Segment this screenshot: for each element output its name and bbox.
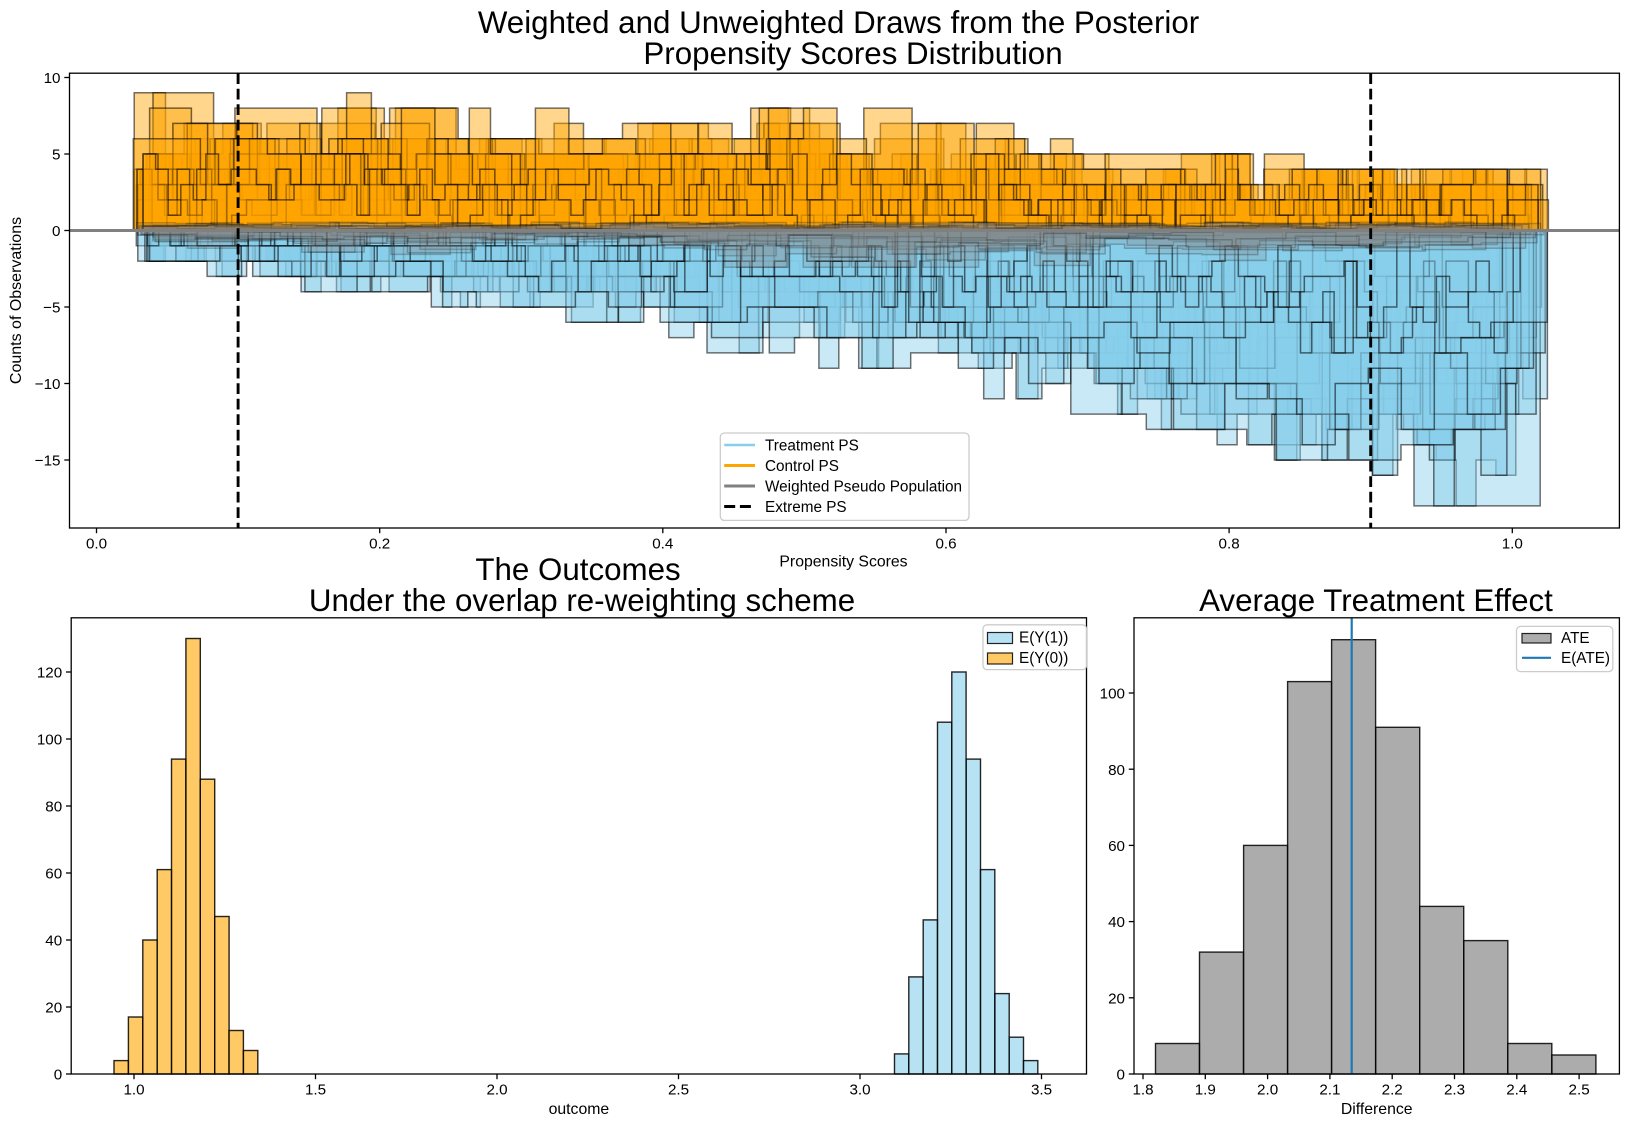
- svg-text:Control PS: Control PS: [765, 458, 839, 475]
- svg-text:Weighted and Unweighted Draws: Weighted and Unweighted Draws from the P…: [478, 5, 1199, 40]
- svg-text:100: 100: [1100, 686, 1125, 703]
- svg-text:E(Y(1)): E(Y(1)): [1019, 630, 1068, 647]
- svg-text:Propensity Scores Distribution: Propensity Scores Distribution: [643, 36, 1062, 71]
- svg-text:2.0: 2.0: [486, 1082, 507, 1099]
- svg-text:3.0: 3.0: [849, 1082, 870, 1099]
- svg-text:2.0: 2.0: [1257, 1082, 1278, 1099]
- svg-text:2.4: 2.4: [1506, 1082, 1527, 1099]
- svg-text:The Outcomes: The Outcomes: [475, 552, 680, 587]
- svg-text:20: 20: [45, 1000, 62, 1017]
- svg-text:Difference: Difference: [1341, 1101, 1413, 1118]
- svg-text:2.3: 2.3: [1444, 1082, 1465, 1099]
- svg-text:0.8: 0.8: [1219, 536, 1240, 553]
- svg-text:100: 100: [37, 732, 62, 749]
- svg-text:−5: −5: [43, 300, 60, 317]
- svg-text:0.2: 0.2: [369, 536, 390, 553]
- svg-text:0.0: 0.0: [86, 536, 107, 553]
- svg-text:0.6: 0.6: [935, 536, 956, 553]
- svg-text:10: 10: [44, 70, 61, 87]
- svg-text:3.5: 3.5: [1031, 1082, 1052, 1099]
- svg-text:1.5: 1.5: [305, 1082, 326, 1099]
- svg-text:1.9: 1.9: [1195, 1082, 1216, 1099]
- svg-text:80: 80: [45, 799, 62, 816]
- svg-text:Counts of Observations: Counts of Observations: [8, 217, 25, 384]
- svg-text:5: 5: [52, 147, 60, 164]
- svg-text:Under the overlap re-weighting: Under the overlap re-weighting scheme: [309, 583, 855, 618]
- svg-text:2.1: 2.1: [1319, 1082, 1340, 1099]
- svg-text:Weighted Pseudo Population: Weighted Pseudo Population: [765, 478, 962, 495]
- svg-text:Propensity Scores: Propensity Scores: [779, 554, 907, 571]
- svg-text:1.0: 1.0: [123, 1082, 144, 1099]
- svg-text:E(Y(0)): E(Y(0)): [1019, 650, 1068, 667]
- svg-text:20: 20: [1108, 990, 1125, 1007]
- svg-text:Treatment PS: Treatment PS: [765, 437, 859, 454]
- svg-text:outcome: outcome: [549, 1101, 610, 1118]
- svg-text:2.5: 2.5: [668, 1082, 689, 1099]
- svg-text:1.8: 1.8: [1132, 1082, 1153, 1099]
- svg-text:0: 0: [54, 1067, 62, 1084]
- svg-text:0: 0: [52, 223, 60, 240]
- svg-text:60: 60: [1108, 838, 1125, 855]
- svg-text:2.5: 2.5: [1569, 1082, 1590, 1099]
- svg-text:−10: −10: [35, 376, 61, 393]
- svg-text:40: 40: [1108, 914, 1125, 931]
- svg-text:1.0: 1.0: [1502, 536, 1523, 553]
- svg-text:Extreme PS: Extreme PS: [765, 499, 847, 516]
- svg-text:E(ATE): E(ATE): [1561, 650, 1610, 667]
- svg-text:120: 120: [37, 665, 62, 682]
- svg-text:40: 40: [45, 933, 62, 950]
- svg-text:80: 80: [1108, 762, 1125, 779]
- svg-text:ATE: ATE: [1561, 630, 1590, 647]
- svg-text:2.2: 2.2: [1382, 1082, 1403, 1099]
- svg-text:60: 60: [45, 866, 62, 883]
- svg-text:0.4: 0.4: [652, 536, 673, 553]
- svg-text:0: 0: [1117, 1067, 1125, 1084]
- svg-text:−15: −15: [35, 453, 61, 470]
- svg-text:Average Treatment Effect: Average Treatment Effect: [1199, 583, 1553, 618]
